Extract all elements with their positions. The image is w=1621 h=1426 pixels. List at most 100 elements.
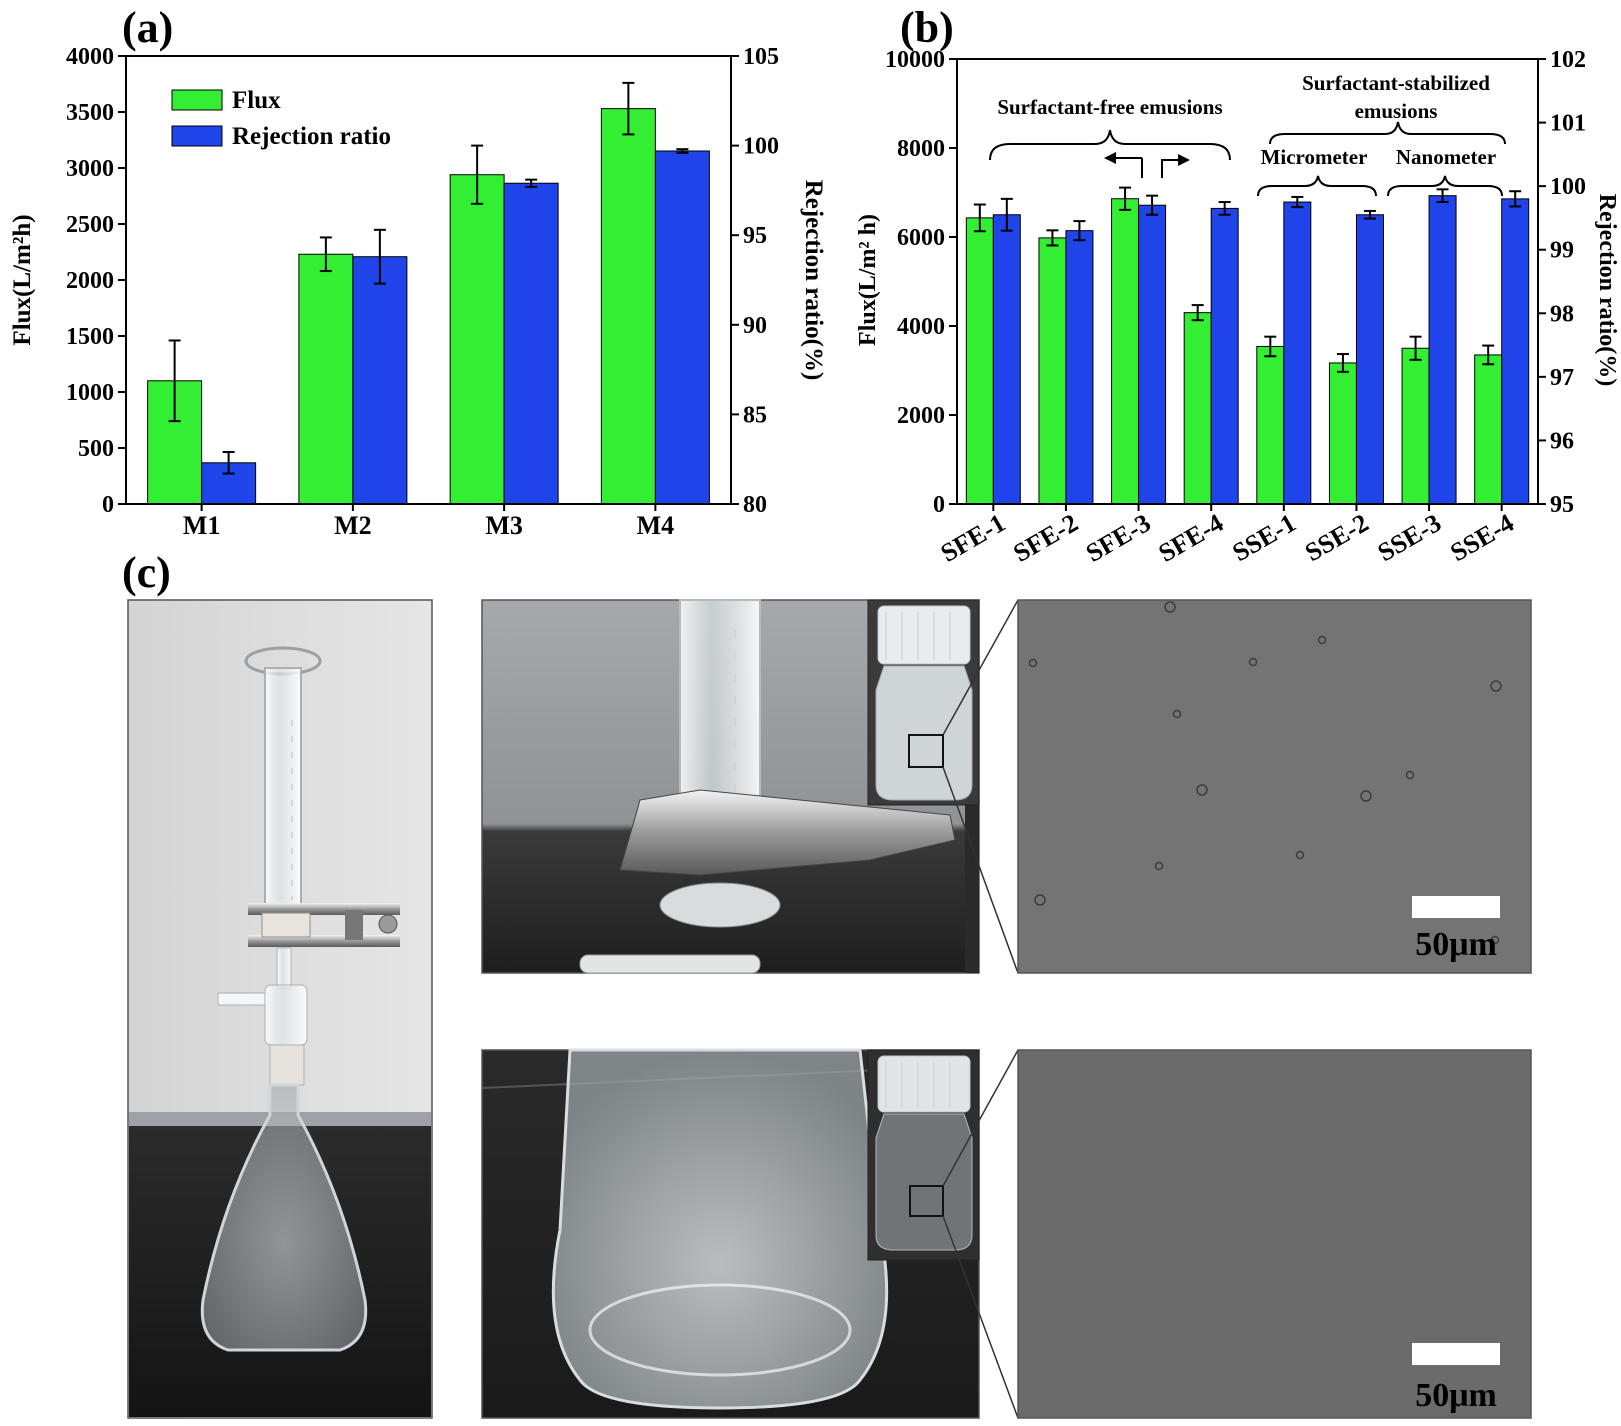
b-y2-tick-label-6: 101 [1550,111,1586,137]
droplet-dot [1028,658,1038,668]
b-error-0-4 [1264,335,1277,358]
a-y2-tick-label-3: 95 [743,223,767,249]
a-y2-tick-label-5: 105 [743,44,779,70]
chart-b-bars [965,195,1530,505]
b-bar-1-6 [1428,195,1457,505]
b-bar-1-1 [1065,230,1094,505]
legend-label-flux: Flux [232,87,281,114]
a-x-tick-label-3: M4 [637,511,675,540]
photo-filtrate [481,1048,980,1419]
chart-b-y2-label: Rejection ratio(%) [1594,194,1620,387]
b-error-0-2 [1119,186,1132,211]
a-bar-1-2 [503,182,559,505]
b-x-tick-label-7: SSE-4 [1445,508,1518,567]
b-bar-0-0 [965,217,994,505]
brace-surfactant-free [989,129,1231,161]
photo-feed-emulsion [481,599,980,974]
droplet-dot [1405,770,1415,780]
b-y-tick-label-0: 0 [933,492,945,518]
a-y-tick-label-5: 2500 [66,212,114,238]
b-y-tick-label-5: 10000 [885,47,945,73]
legend-swatch-rejection [171,125,223,147]
brace-micrometer [1257,175,1377,197]
droplet-dot [1154,861,1164,871]
chart-a-right-axis: 80 85 90 95 100 105 [731,44,779,518]
photo-apparatus [127,599,433,1419]
brace-nanometer [1387,175,1503,197]
a-error-0-2 [471,144,484,205]
a-y-tick-label-6: 3000 [66,156,114,182]
chart-a-legend: Flux Rejection ratio [171,87,391,150]
micrograph-filtrate: 50μm [1017,1049,1532,1419]
a-bar-0-1 [298,253,354,505]
a-y-tick-label-1: 500 [78,436,114,462]
a-bar-0-3 [600,108,656,505]
droplet-dot [1164,601,1176,613]
a-error-1-1 [373,228,386,285]
b-error-1-7 [1509,190,1522,208]
b-bar-0-3 [1183,312,1212,505]
a-y2-tick-label-2: 90 [743,313,767,339]
b-error-1-2 [1146,194,1159,216]
b-y-tick-label-2: 4000 [897,314,945,340]
a-x-tick-label-0: M1 [183,511,221,540]
zoom-line-bottom-1 [942,1049,1019,1187]
chart-a: 0 500 1000 1500 2000 2500 3000 3500 4000 80 85 90 9… [9,44,827,540]
panel-label-a: (a) [122,3,173,52]
b-bar-1-0 [992,214,1021,505]
b-error-1-0 [1000,197,1013,232]
b-error-1-3 [1218,201,1231,216]
arrow-left-head [1104,152,1116,164]
scale-bar-top [1412,896,1500,918]
b-error-0-5 [1336,353,1349,373]
chart-a-x-axis: M1 M2 M3 M4 [183,504,674,540]
annotation-micrometer: Micrometer [1261,145,1368,169]
b-error-1-1 [1073,220,1086,242]
a-y-tick-label-4: 2000 [66,268,114,294]
b-x-tick-label-5: SSE-2 [1300,508,1373,567]
a-y2-tick-label-1: 85 [743,402,767,428]
droplet-dot [1196,784,1208,796]
chart-b: 0 2000 4000 6000 8000 10000 95 96 97 98 99 100 101 1… [855,47,1620,568]
scale-bar-top-label: 50μm [1415,926,1497,963]
b-y2-tick-label-1: 96 [1550,428,1574,454]
a-y-tick-label-8: 4000 [66,44,114,70]
annotation-surfactant-stabilized-2: emusions [1355,99,1438,123]
b-y-tick-label-4: 8000 [897,136,945,162]
a-y-tick-label-0: 0 [102,492,114,518]
b-x-tick-label-6: SSE-3 [1373,508,1446,567]
brace-surfactant-stabilized [1269,121,1506,145]
droplet-dot [1490,935,1500,945]
droplet-dot [1317,635,1327,645]
b-y2-tick-label-7: 102 [1550,47,1586,73]
a-y-tick-label-7: 3500 [66,100,114,126]
b-bar-1-7 [1501,198,1530,505]
chart-a-error-bars [168,81,689,475]
b-y2-tick-label-3: 98 [1550,301,1574,327]
legend-label-rejection: Rejection ratio [232,123,391,150]
arrow-right [1161,159,1184,178]
b-bar-1-3 [1210,207,1239,505]
chart-b-frame [956,58,1539,505]
droplet-dot [1490,680,1502,692]
droplet-dot [1295,850,1305,860]
a-x-tick-label-1: M2 [334,511,372,540]
panel-label-c: (c) [122,548,171,597]
a-y2-tick-label-0: 80 [743,492,767,518]
b-error-0-6 [1409,335,1422,361]
b-x-tick-label-1: SFE-2 [1008,508,1083,568]
b-y-tick-label-1: 2000 [897,403,945,429]
a-error-0-1 [319,236,332,273]
zoom-line-top-1 [942,599,1019,736]
droplet-dot [1172,709,1182,719]
a-bar-0-2 [449,174,505,505]
b-x-tick-label-0: SFE-1 [936,508,1011,568]
droplet-dot [1360,790,1372,802]
legend-swatch-flux [171,89,223,111]
b-bar-0-1 [1038,237,1067,505]
chart-a-y2-label: Rejection ratio(%) [800,180,827,381]
a-bar-1-3 [654,150,710,505]
a-error-0-3 [622,81,635,136]
micrograph-feed: 50μm [1017,599,1532,974]
